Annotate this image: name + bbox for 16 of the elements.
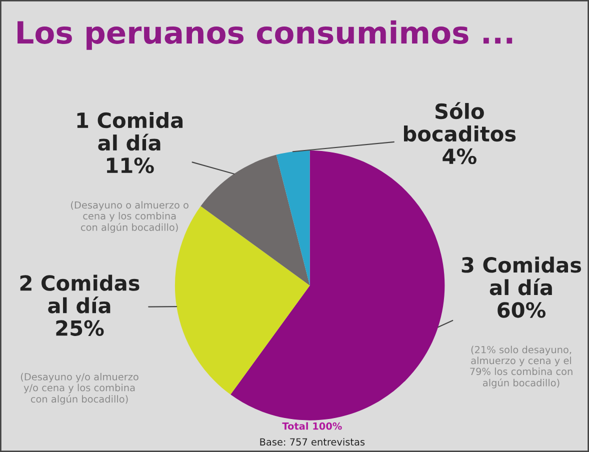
text: (Desayuno y/o almuerzo y/o cena y los combina con algún bocadillo) — [20, 372, 138, 405]
slice-label: 3 Comidas al día — [462, 256, 582, 296]
text: Total 100% — [282, 422, 342, 430]
slice-label: 2 Comidas al día — [20, 274, 140, 314]
slice-label: 1 Comida al día — [77, 112, 183, 151]
data-label: 60% — [498, 302, 546, 318]
data-label: 25% — [56, 320, 104, 336]
data-label: 11% — [106, 157, 154, 174]
pie-slice — [200, 154, 310, 286]
text: Base: 757 entrevistas — [260, 438, 365, 446]
data-label: 4% — [442, 148, 476, 164]
pie-slice — [276, 150, 310, 286]
slice-label: Sólo bocaditos — [404, 102, 516, 142]
chart-title: Los peruanos consumimos ... — [18, 20, 512, 50]
text: (Desayuno o almuerzo o cena y los combina con algún bocadillo) — [71, 201, 188, 233]
text: (21% solo desayuno, almuerzo y cena y el 79% los combina con algún bocadillo) — [470, 346, 572, 388]
